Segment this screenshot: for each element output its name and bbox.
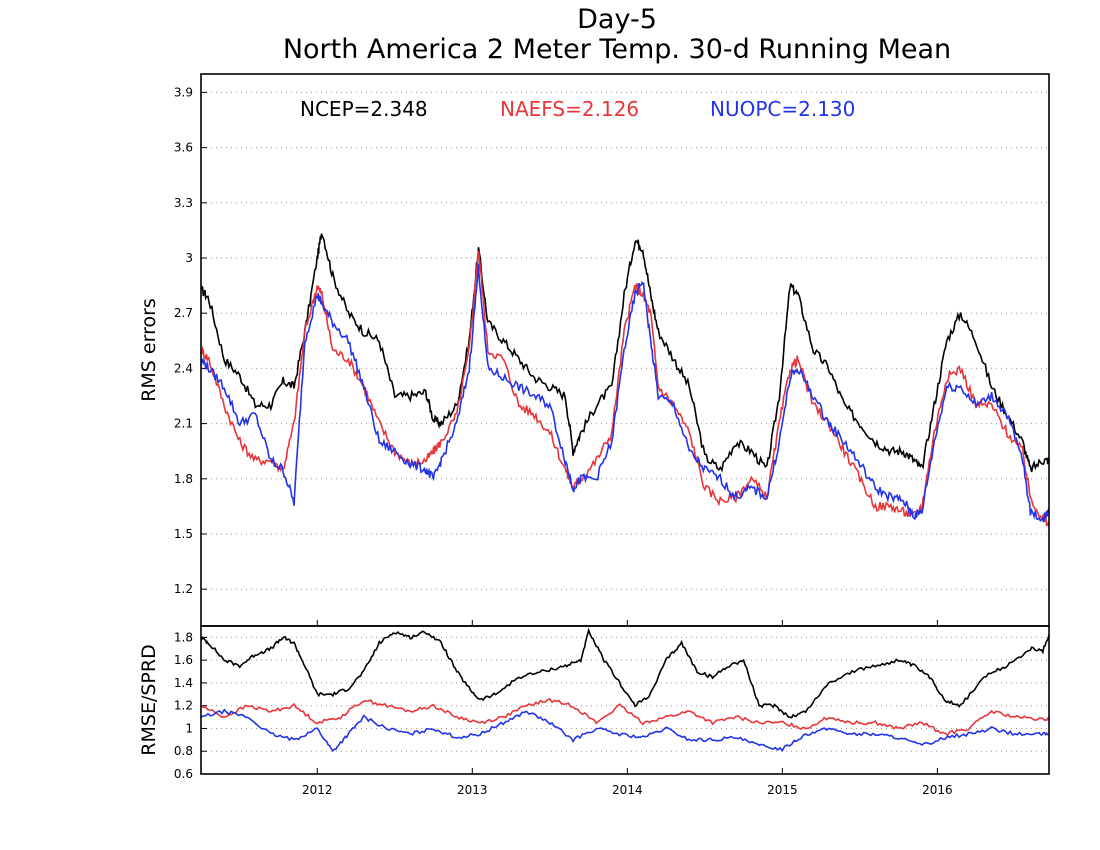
top-series-ncep-line xyxy=(200,233,1050,473)
top-tick-label: 3.6 xyxy=(174,141,193,155)
top-series-naefs-line xyxy=(200,250,1050,527)
bottom-tick-label: 0.6 xyxy=(174,767,193,781)
chart-title-line2: North America 2 Meter Temp. 30-d Running… xyxy=(282,34,952,65)
bottom-tick-label: 1 xyxy=(185,721,193,735)
bottom-tick-label: 0.8 xyxy=(174,744,193,758)
bottom-series-naefs-line xyxy=(200,698,1050,737)
top-y-axis-label: RMS errors xyxy=(138,298,160,402)
legend-nuopc: NUOPC=2.130 xyxy=(710,97,855,121)
top-panel-series xyxy=(200,233,1050,527)
top-tick-label: 2.4 xyxy=(174,361,193,375)
top-tick-label: 3 xyxy=(185,251,193,265)
bottom-panel-series xyxy=(200,627,1050,753)
x-tick-label: 2016 xyxy=(922,783,953,797)
x-tick-label: 2012 xyxy=(302,783,333,797)
top-tick-label: 1.8 xyxy=(174,472,193,486)
top-tick-label: 1.5 xyxy=(174,527,193,541)
top-tick-label: 3.9 xyxy=(174,85,193,99)
bottom-panel-frame xyxy=(200,625,1050,775)
bottom-tick-label: 1.2 xyxy=(174,699,193,713)
chart-title-line1: Day-5 xyxy=(577,4,657,35)
top-tick-label: 3.3 xyxy=(174,196,193,210)
x-tick-label: 2015 xyxy=(767,783,798,797)
x-tick-label: 2013 xyxy=(457,783,488,797)
bottom-panel-grid xyxy=(201,636,1049,775)
legend-naefs: NAEFS=2.126 xyxy=(500,97,639,121)
x-axis-ticks: 2012 2013 2014 2015 2016 xyxy=(302,620,953,797)
bottom-series-nuopc-line xyxy=(200,708,1050,753)
bottom-tick-label: 1.6 xyxy=(174,653,193,667)
top-tick-label: 1.2 xyxy=(174,582,193,596)
top-panel-y-ticks: 1.2 1.5 1.8 2.1 2.4 2.7 3 3.3 3.6 3.9 xyxy=(174,85,207,596)
top-panel-frame xyxy=(200,73,1050,627)
legend-ncep: NCEP=2.348 xyxy=(300,97,428,121)
bottom-tick-label: 1.8 xyxy=(174,630,193,644)
top-tick-label: 2.1 xyxy=(174,417,193,431)
top-panel-grid xyxy=(201,91,1049,590)
bottom-tick-label: 1.4 xyxy=(174,676,193,690)
top-tick-label: 2.7 xyxy=(174,306,193,320)
top-series-nuopc-line xyxy=(200,263,1050,523)
bottom-y-axis-label: RMSE/SPRD xyxy=(138,644,160,755)
x-tick-label: 2014 xyxy=(612,783,643,797)
bottom-series-ncep-line xyxy=(200,627,1050,719)
